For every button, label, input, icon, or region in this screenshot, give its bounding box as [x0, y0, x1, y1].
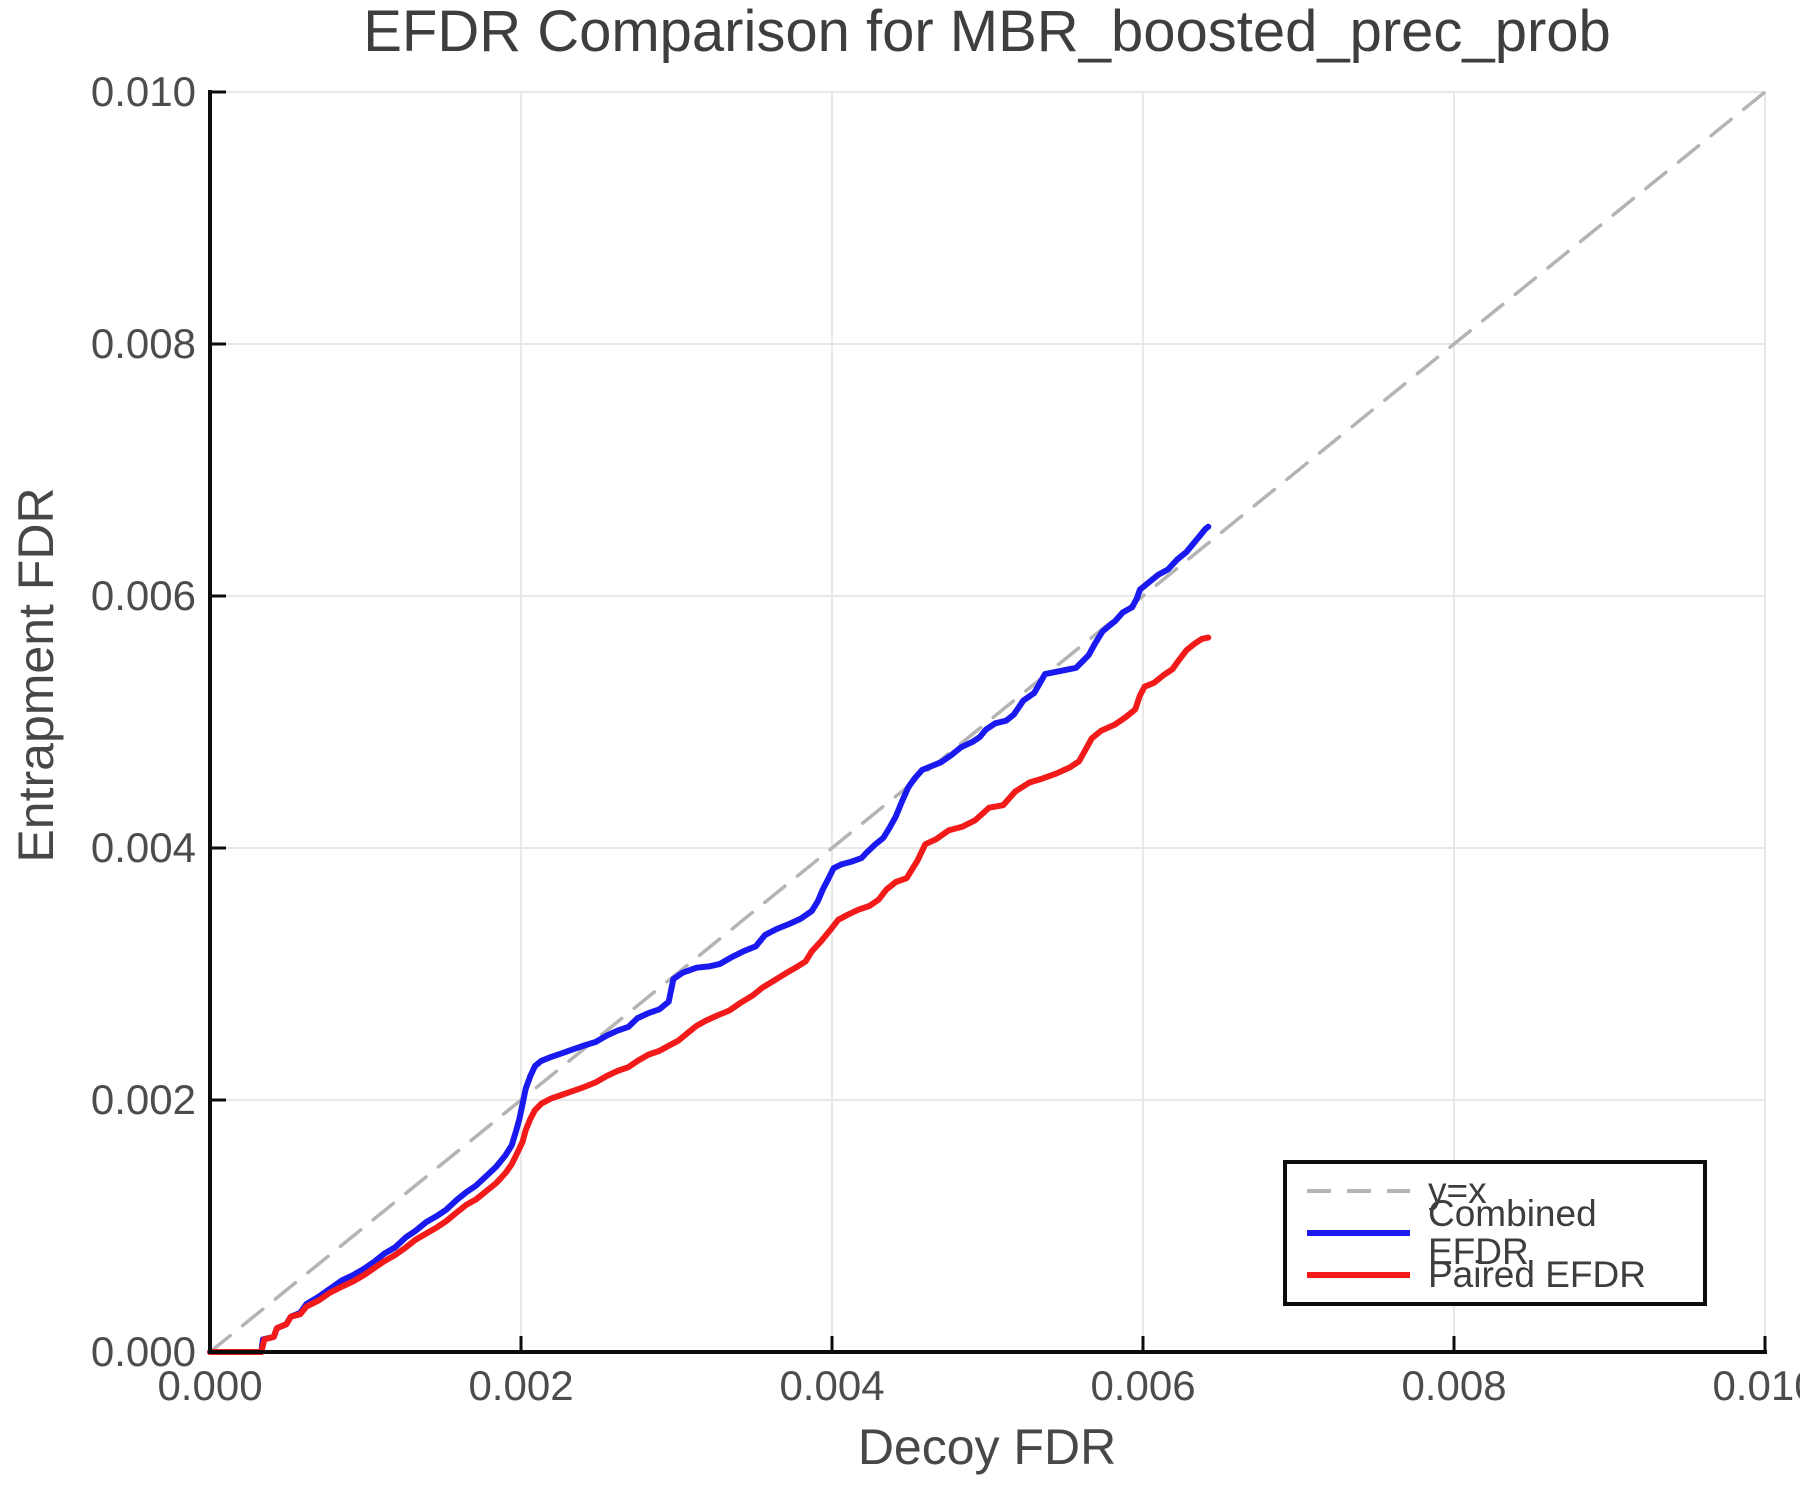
- y-axis-label: Entrapment FDR: [8, 487, 64, 863]
- legend-entry-label: Paired EFDR: [1428, 1254, 1646, 1295]
- y-tick-label: 0.010: [90, 68, 196, 115]
- combined-efdr-line-sample-icon: [1305, 1214, 1412, 1252]
- chart-title: EFDR Comparison for MBR_boosted_prec_pro…: [363, 0, 1611, 64]
- x-tick-label: 0.010: [1712, 1362, 1800, 1409]
- y-tick-label: 0.008: [90, 320, 196, 367]
- y-tick-label: 0.002: [90, 1076, 196, 1123]
- y-tick-label: 0.006: [90, 572, 196, 619]
- series-line-combined-efdr: [207, 523, 1212, 1355]
- y-tick-label: 0.004: [90, 824, 196, 871]
- x-tick-label: 0.008: [1401, 1362, 1507, 1409]
- x-axis-label: Decoy FDR: [857, 1419, 1117, 1475]
- legend-entry-label: Combined EFDR: [1428, 1193, 1597, 1272]
- legend: y=x Combined EFDR Paired EFDR: [1283, 1160, 1707, 1306]
- series-line-paired-efdr: [207, 634, 1212, 1355]
- legend-entry-label: y=x: [1428, 1170, 1487, 1211]
- x-tick-label: 0.002: [468, 1362, 574, 1409]
- paired-efdr-line-sample-icon: [1305, 1256, 1412, 1294]
- legend-row: Paired EFDR: [1305, 1256, 1703, 1294]
- diagonal-line-sample-icon: [1305, 1172, 1412, 1210]
- x-tick-label: 0.004: [779, 1362, 885, 1409]
- y-tick-label: 0.000: [90, 1328, 196, 1375]
- x-tick-label: 0.006: [1090, 1362, 1196, 1409]
- legend-row: Combined EFDR: [1305, 1195, 1703, 1271]
- x-tick-label: 0.000: [157, 1362, 263, 1409]
- legend-row: y=x: [1305, 1172, 1703, 1210]
